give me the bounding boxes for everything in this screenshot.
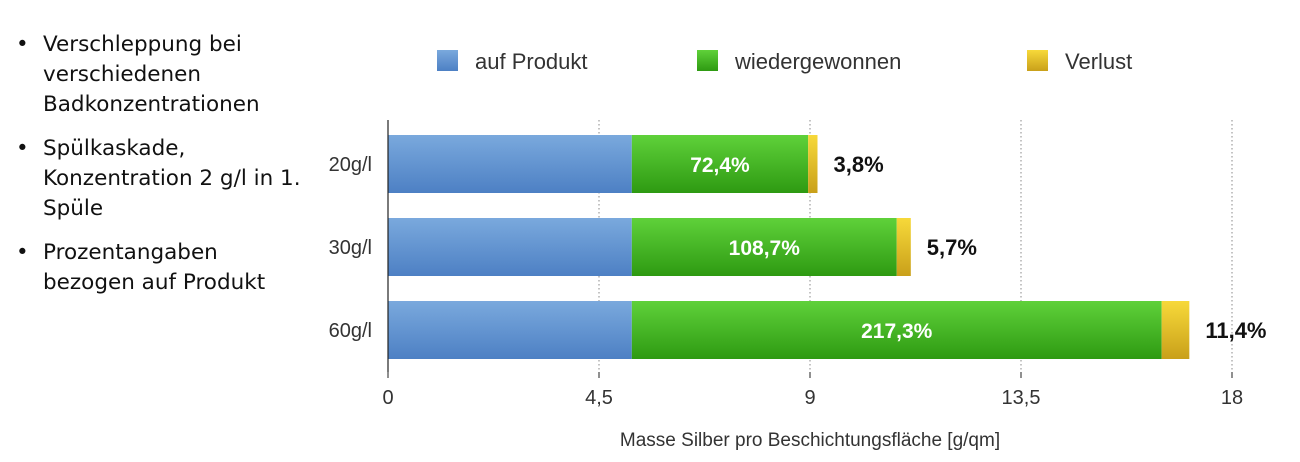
x-tick-label: 18 bbox=[1221, 387, 1243, 409]
bar-segment-2 bbox=[896, 218, 911, 276]
legend: auf Produkt wiedergewonnen Verlust bbox=[437, 49, 1132, 74]
bar-segment-0 bbox=[388, 218, 632, 276]
category-label: 30g/l bbox=[329, 237, 372, 259]
bullet-item: Prozentangaben bezogen auf Produkt bbox=[14, 238, 314, 298]
x-axis: 0 4,5 9 13,5 18 Masse Silber pro Beschichtung… bbox=[382, 120, 1243, 451]
loss-percent-label: 5,7% bbox=[927, 235, 977, 260]
x-axis-title: Masse Silber pro Beschichtungsfläche [g/… bbox=[620, 430, 1000, 451]
bar-segment-1 bbox=[631, 135, 809, 193]
legend-swatch bbox=[437, 50, 458, 71]
legend-label: Verlust bbox=[1065, 49, 1132, 74]
category-label: 20g/l bbox=[329, 154, 372, 176]
x-tick-label: 4,5 bbox=[585, 387, 613, 409]
bar-segment-1 bbox=[631, 218, 897, 276]
bar-labels: 20g/l 72,4% 3,8% 30g/l 108,7% 5,7% 60g/l 217,3%… bbox=[329, 152, 1267, 343]
inbar-percent-label: 217,3% bbox=[861, 320, 933, 343]
bar-segment-0 bbox=[388, 301, 632, 359]
legend-swatch bbox=[1027, 50, 1048, 71]
bullet-item: Verschleppung bei verschiedenen Badkonze… bbox=[14, 30, 314, 120]
loss-percent-label: 11,4% bbox=[1205, 318, 1266, 343]
bar-segment-0 bbox=[388, 135, 632, 193]
category-label: 60g/l bbox=[329, 320, 372, 342]
legend-swatch bbox=[697, 50, 718, 71]
x-tick-label: 9 bbox=[804, 387, 815, 409]
x-tick-label: 0 bbox=[382, 387, 393, 409]
inbar-percent-label: 108,7% bbox=[729, 237, 801, 260]
x-tick-label: 13,5 bbox=[1002, 387, 1041, 409]
loss-percent-label: 3,8% bbox=[834, 152, 884, 177]
legend-label: auf Produkt bbox=[475, 49, 588, 74]
inbar-percent-label: 72,4% bbox=[690, 154, 750, 177]
bar-segment-2 bbox=[808, 135, 818, 193]
legend-label: wiedergewonnen bbox=[734, 49, 901, 74]
bar-segment-2 bbox=[1161, 301, 1190, 359]
bullet-item: Spülkaskade, Konzentration 2 g/l in 1. S… bbox=[14, 134, 314, 224]
bar-segment-1 bbox=[631, 301, 1162, 359]
bullet-list: Verschleppung bei verschiedenen Badkonze… bbox=[14, 30, 314, 312]
bars bbox=[388, 135, 1190, 359]
